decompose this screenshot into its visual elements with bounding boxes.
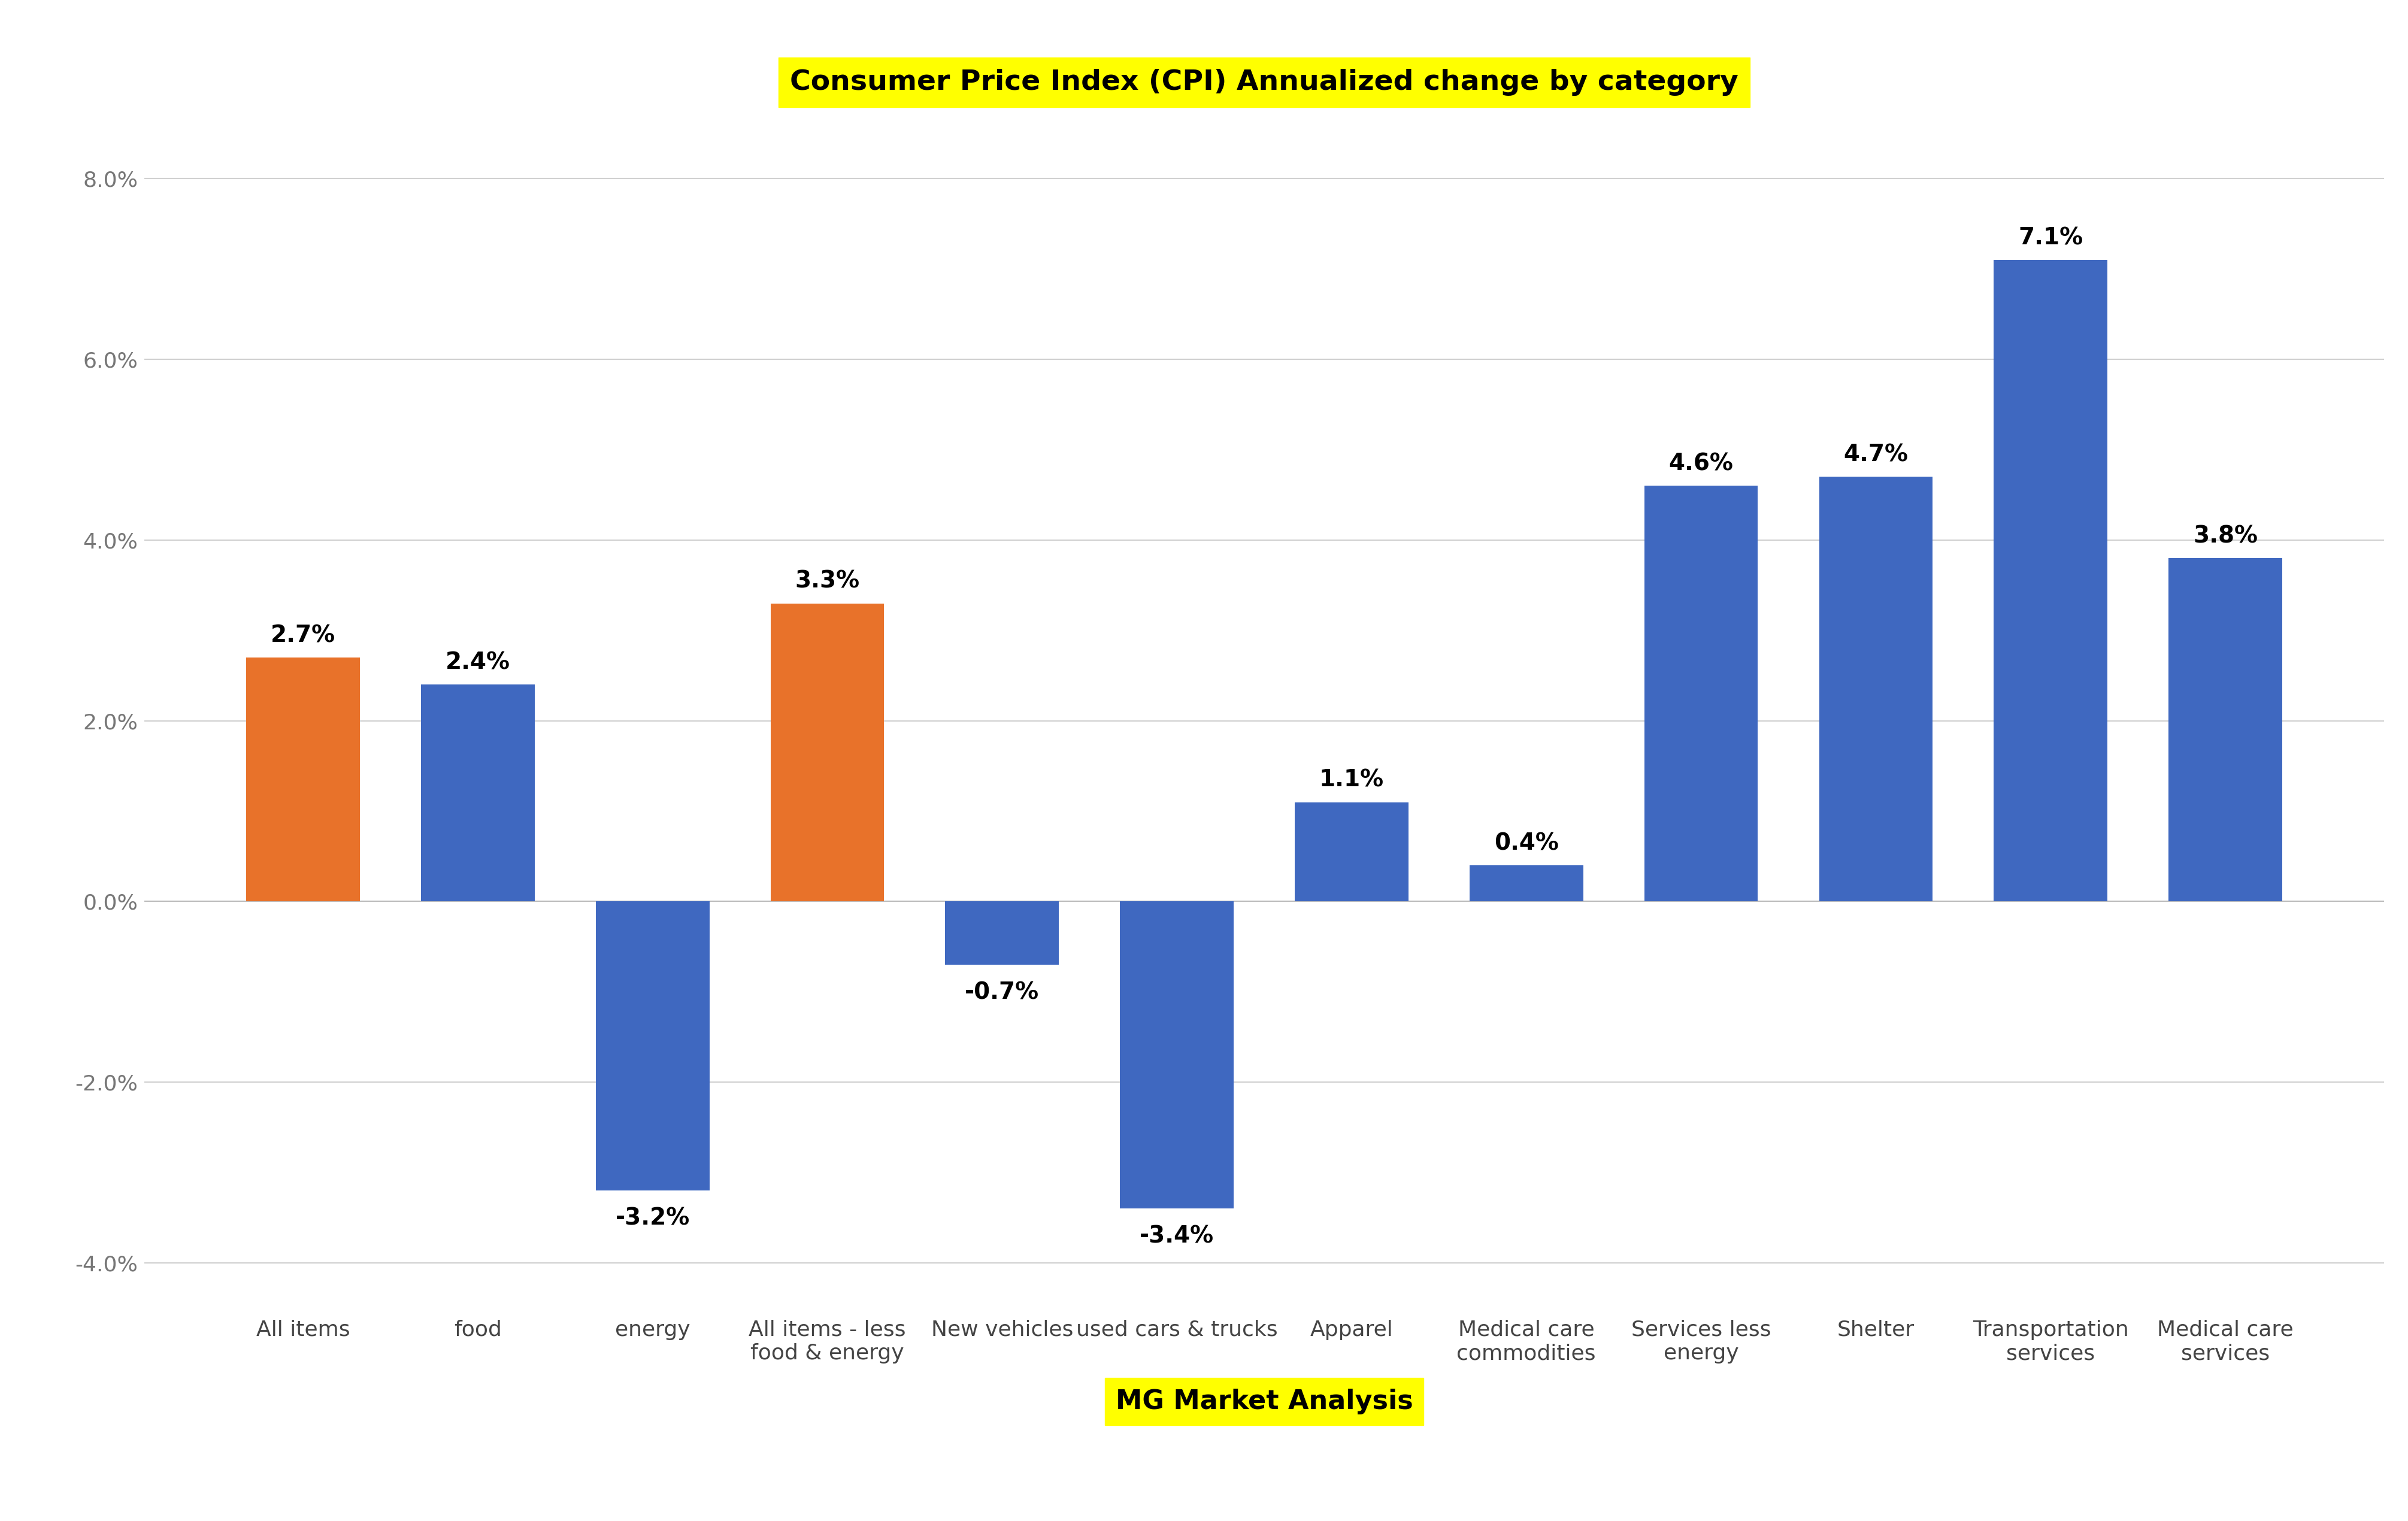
Bar — [1296, 802, 1409, 902]
Text: 3.3%: 3.3% — [795, 570, 860, 593]
Bar — [1645, 485, 1758, 902]
Text: -0.7%: -0.7% — [966, 981, 1040, 1004]
Text: 7.1%: 7.1% — [2018, 227, 2083, 249]
Bar — [1994, 260, 2107, 902]
X-axis label: MG Market Analysis: MG Market Analysis — [1115, 1389, 1413, 1415]
Text: 1.1%: 1.1% — [1320, 768, 1385, 791]
Bar — [1818, 478, 1934, 902]
Text: 3.8%: 3.8% — [2194, 525, 2259, 548]
Bar — [946, 902, 1060, 964]
Bar — [2170, 558, 2283, 902]
Text: 4.6%: 4.6% — [1669, 452, 1734, 475]
Bar — [771, 604, 884, 902]
Bar — [1469, 865, 1582, 902]
Text: -3.4%: -3.4% — [1139, 1224, 1214, 1247]
Bar — [246, 657, 359, 902]
Text: -3.2%: -3.2% — [616, 1206, 689, 1229]
Bar — [1120, 902, 1233, 1209]
Text: 2.7%: 2.7% — [270, 624, 335, 646]
Text: 2.4%: 2.4% — [445, 651, 510, 674]
Title: Consumer Price Index (CPI) Annualized change by category: Consumer Price Index (CPI) Annualized ch… — [790, 68, 1739, 96]
Bar — [421, 684, 535, 902]
Bar — [595, 902, 710, 1191]
Text: 4.7%: 4.7% — [1845, 443, 1907, 465]
Text: 0.4%: 0.4% — [1493, 832, 1558, 855]
